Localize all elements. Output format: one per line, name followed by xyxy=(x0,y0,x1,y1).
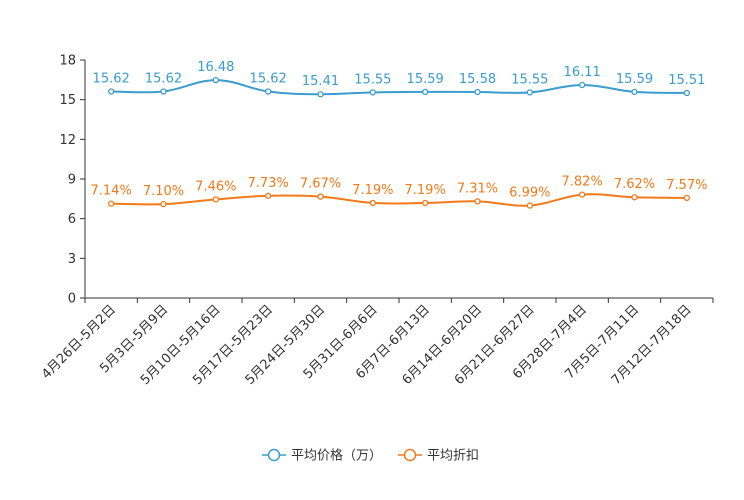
y-tick-label: 0 xyxy=(68,292,76,307)
data-label: 15.55 xyxy=(511,72,548,87)
series-line-1 xyxy=(111,193,687,207)
data-point xyxy=(474,88,481,96)
data-point xyxy=(579,81,586,89)
data-point xyxy=(160,200,167,208)
data-label: 16.11 xyxy=(564,65,601,80)
data-label: 7.82% xyxy=(562,175,603,190)
data-point xyxy=(369,199,376,207)
data-label: 7.19% xyxy=(352,183,393,198)
data-label: 15.62 xyxy=(93,71,130,86)
data-point xyxy=(474,198,481,205)
data-label: 7.62% xyxy=(614,177,655,192)
data-label: 15.58 xyxy=(459,72,496,87)
data-point xyxy=(683,194,690,202)
data-label: 7.31% xyxy=(457,181,498,196)
data-point xyxy=(422,199,429,207)
data-label: 7.67% xyxy=(300,177,341,192)
y-tick-label: 15 xyxy=(59,93,76,108)
legend-marker xyxy=(403,448,417,462)
data-point xyxy=(108,88,115,95)
data-point xyxy=(160,88,167,95)
y-tick-label: 12 xyxy=(59,133,76,148)
data-point xyxy=(369,89,376,96)
data-point xyxy=(422,88,429,96)
data-point xyxy=(265,192,272,199)
data-label: 7.14% xyxy=(91,184,132,199)
data-point xyxy=(317,193,324,200)
data-point xyxy=(212,76,219,84)
data-point xyxy=(526,202,533,209)
data-point xyxy=(631,88,638,96)
legend-label: 平均折扣 xyxy=(427,449,479,464)
data-label: 7.73% xyxy=(248,176,289,191)
data-point xyxy=(526,89,533,96)
data-label: 7.10% xyxy=(143,184,184,199)
data-point xyxy=(212,196,219,203)
data-label: 6.99% xyxy=(509,186,550,201)
series-line-0 xyxy=(111,79,687,96)
legend-label: 平均价格（万） xyxy=(291,448,382,464)
data-point xyxy=(579,191,586,198)
data-point xyxy=(631,194,638,201)
y-tick-label: 9 xyxy=(68,173,76,188)
data-label: 15.62 xyxy=(250,71,287,86)
data-label: 16.48 xyxy=(197,60,234,75)
data-label: 7.46% xyxy=(195,179,236,194)
data-label: 15.51 xyxy=(668,73,705,88)
legend-marker xyxy=(267,448,281,462)
y-tick-label: 3 xyxy=(68,252,76,267)
y-tick-label: 6 xyxy=(68,212,76,227)
data-label: 15.41 xyxy=(302,74,339,89)
data-label: 15.59 xyxy=(407,72,444,87)
data-label: 7.57% xyxy=(666,178,707,193)
data-label: 15.59 xyxy=(616,72,653,87)
data-point xyxy=(317,91,324,98)
data-label: 7.19% xyxy=(405,183,446,198)
data-point xyxy=(108,200,115,207)
data-label: 15.55 xyxy=(354,72,391,87)
y-tick-label: 18 xyxy=(59,54,76,69)
data-label: 15.62 xyxy=(145,71,182,86)
data-point xyxy=(265,88,272,95)
data-point xyxy=(683,89,690,97)
